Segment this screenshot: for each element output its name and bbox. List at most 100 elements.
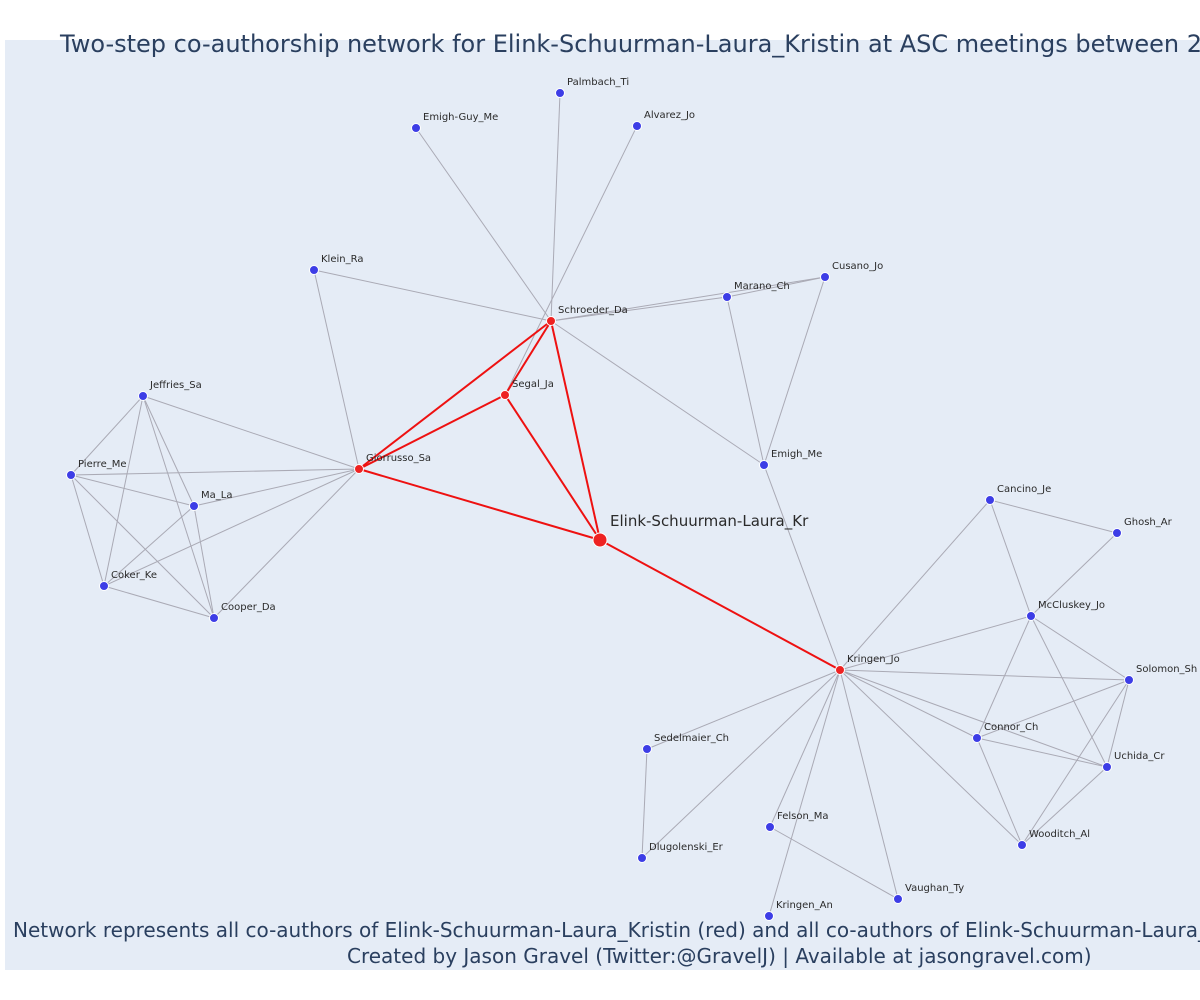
node-label: Dlugolenski_Er: [649, 842, 724, 853]
node-Palmbach_Ti[interactable]: [555, 88, 565, 98]
edge-Solomon_Sh--Uchida_Cr: [1106, 679, 1130, 768]
edge-Schroeder_Da--Palmbach_Ti: [550, 92, 561, 322]
edge-Solomon_Sh--Wooditch_Al: [1021, 679, 1130, 846]
node-label: McCluskey_Jo: [1038, 600, 1105, 611]
node-label: Cooper_Da: [221, 602, 276, 613]
edge-Kringen_Jo--Felson_Ma: [769, 669, 841, 828]
node-Vaughan_Ty[interactable]: [893, 894, 903, 904]
node-Coker_Ke[interactable]: [99, 581, 109, 591]
edge-Segal_Ja--Giorrusso_Sa: [358, 394, 506, 470]
node-label: Sedelmaier_Ch: [654, 733, 729, 744]
edge-Giorrusso_Sa--Pierre_Me: [70, 468, 360, 476]
node-label: Schroeder_Da: [558, 305, 628, 316]
edge-Solomon_Sh--Connor_Ch: [976, 679, 1130, 739]
edge-Giorrusso_Sa--Cooper_Da: [213, 468, 360, 619]
node-Segal_Ja[interactable]: [500, 390, 510, 400]
node-Uchida_Cr[interactable]: [1102, 762, 1112, 772]
edge-Schroeder_Da--Giorrusso_Sa: [358, 320, 552, 470]
node-Connor_Ch[interactable]: [972, 733, 982, 743]
edge-Pierre_Me--Coker_Ke: [70, 474, 105, 587]
node-McCluskey_Jo[interactable]: [1026, 611, 1036, 621]
edge-Schroeder_Da--Emigh_Me: [550, 320, 765, 466]
edge-Marano_Ch--Emigh_Me: [726, 296, 765, 466]
edge-Pierre_Me--Ma_La: [70, 474, 195, 507]
edge-Marano_Ch--Cusano_Jo: [726, 276, 826, 298]
node-label: Palmbach_Ti: [567, 77, 629, 88]
node-Cancino_Je[interactable]: [985, 495, 995, 505]
node-label: Emigh-Guy_Me: [423, 112, 498, 123]
edge-Coker_Ke--Cooper_Da: [103, 585, 215, 619]
node-label: Wooditch_Al: [1029, 829, 1090, 840]
node-label: Emigh_Me: [771, 449, 822, 460]
edge-Schroeder_Da--Klein_Ra: [313, 269, 552, 322]
edge-Schroeder_Da--Cusano_Jo: [550, 276, 826, 322]
node-Kringen_An[interactable]: [764, 911, 774, 921]
node-Felson_Ma[interactable]: [765, 822, 775, 832]
edge-Kringen_Jo--Cancino_Je: [839, 499, 991, 671]
node-Jeffries_Sa[interactable]: [138, 391, 148, 401]
edge-Jeffries_Sa--Ma_La: [142, 395, 195, 507]
node-Giorrusso_Sa[interactable]: [354, 464, 364, 474]
node-Kringen_Jo[interactable]: [835, 665, 845, 675]
node-label: Connor_Ch: [984, 722, 1038, 733]
node-Elink-Schuurman-Laura_Kr[interactable]: [592, 532, 608, 548]
node-Cooper_Da[interactable]: [209, 613, 219, 623]
edge-Giorrusso_Sa--Jeffries_Sa: [142, 395, 360, 470]
node-label: Solomon_Sh: [1136, 664, 1197, 675]
node-Emigh-Guy_Me[interactable]: [411, 123, 421, 133]
node-Alvarez_Jo[interactable]: [632, 121, 642, 131]
plot-area: [5, 40, 1200, 970]
edges-layer: [70, 92, 1130, 917]
node-Ghosh_Ar[interactable]: [1112, 528, 1122, 538]
edge-Elink-Schuurman-Laura_Kr--Kringen_Jo: [599, 539, 841, 671]
node-label: Ma_La: [201, 490, 232, 501]
edge-Kringen_Jo--McCluskey_Jo: [839, 615, 1032, 671]
edge-Ghosh_Ar--McCluskey_Jo: [1030, 532, 1118, 617]
edge-Schroeder_Da--Segal_Ja: [504, 320, 552, 396]
edge-Jeffries_Sa--Cooper_Da: [142, 395, 215, 619]
edge-McCluskey_Jo--Solomon_Sh: [1030, 615, 1130, 681]
edge-Connor_Ch--Uchida_Cr: [976, 737, 1108, 768]
node-Dlugolenski_Er[interactable]: [637, 853, 647, 863]
node-Schroeder_Da[interactable]: [546, 316, 556, 326]
node-label: Alvarez_Jo: [644, 110, 695, 121]
node-Emigh_Me[interactable]: [759, 460, 769, 470]
edge-Cancino_Je--McCluskey_Jo: [989, 499, 1032, 617]
edge-Kringen_Jo--Dlugolenski_Er: [641, 669, 841, 859]
node-label: Cusano_Jo: [832, 261, 883, 272]
node-label: Kringen_Jo: [847, 654, 900, 665]
node-label: Marano_Ch: [734, 281, 790, 292]
edge-Kringen_Jo--Sedelmaier_Ch: [646, 669, 841, 750]
node-Ma_La[interactable]: [189, 501, 199, 511]
node-Wooditch_Al[interactable]: [1017, 840, 1027, 850]
node-label: Giorrusso_Sa: [366, 453, 431, 464]
node-Pierre_Me[interactable]: [66, 470, 76, 480]
edge-Uchida_Cr--Wooditch_Al: [1021, 766, 1108, 846]
edge-Cusano_Jo--Emigh_Me: [763, 276, 826, 466]
footer-note: Network represents all co-authors of Eli…: [13, 918, 1200, 942]
edge-Ma_La--Cooper_Da: [193, 505, 215, 619]
node-label: Ghosh_Ar: [1124, 517, 1173, 528]
edge-Kringen_Jo--Uchida_Cr: [839, 669, 1108, 768]
node-Marano_Ch[interactable]: [722, 292, 732, 302]
node-label: Kringen_An: [776, 900, 833, 911]
node-Sedelmaier_Ch[interactable]: [642, 744, 652, 754]
edge-Kringen_Jo--Kringen_An: [768, 669, 841, 917]
nodes-layer: Elink-Schuurman-Laura_Kr Schroeder_Da Sega…: [66, 77, 1197, 921]
edge-Jeffries_Sa--Coker_Ke: [103, 395, 144, 587]
node-Klein_Ra[interactable]: [309, 265, 319, 275]
chart-title: Two-step co-authorship network for Elink…: [60, 30, 1200, 58]
node-label: Klein_Ra: [321, 254, 363, 265]
edge-Giorrusso_Sa--Coker_Ke: [103, 468, 360, 587]
edge-Kringen_Jo--Vaughan_Ty: [839, 669, 899, 900]
edge-Elink-Schuurman-Laura_Kr--Giorrusso_Sa: [358, 468, 601, 541]
edge-Segal_Ja--Alvarez_Jo: [504, 125, 638, 396]
edge-McCluskey_Jo--Uchida_Cr: [1030, 615, 1108, 768]
edge-Schroeder_Da--Emigh-Guy_Me: [415, 127, 552, 322]
node-Cusano_Jo[interactable]: [820, 272, 830, 282]
edge-Felson_Ma--Vaughan_Ty: [769, 826, 899, 900]
edge-Connor_Ch--Wooditch_Al: [976, 737, 1023, 846]
node-label: Segal_Ja: [512, 379, 554, 390]
edge-Giorrusso_Sa--Klein_Ra: [313, 269, 360, 470]
node-Solomon_Sh[interactable]: [1124, 675, 1134, 685]
